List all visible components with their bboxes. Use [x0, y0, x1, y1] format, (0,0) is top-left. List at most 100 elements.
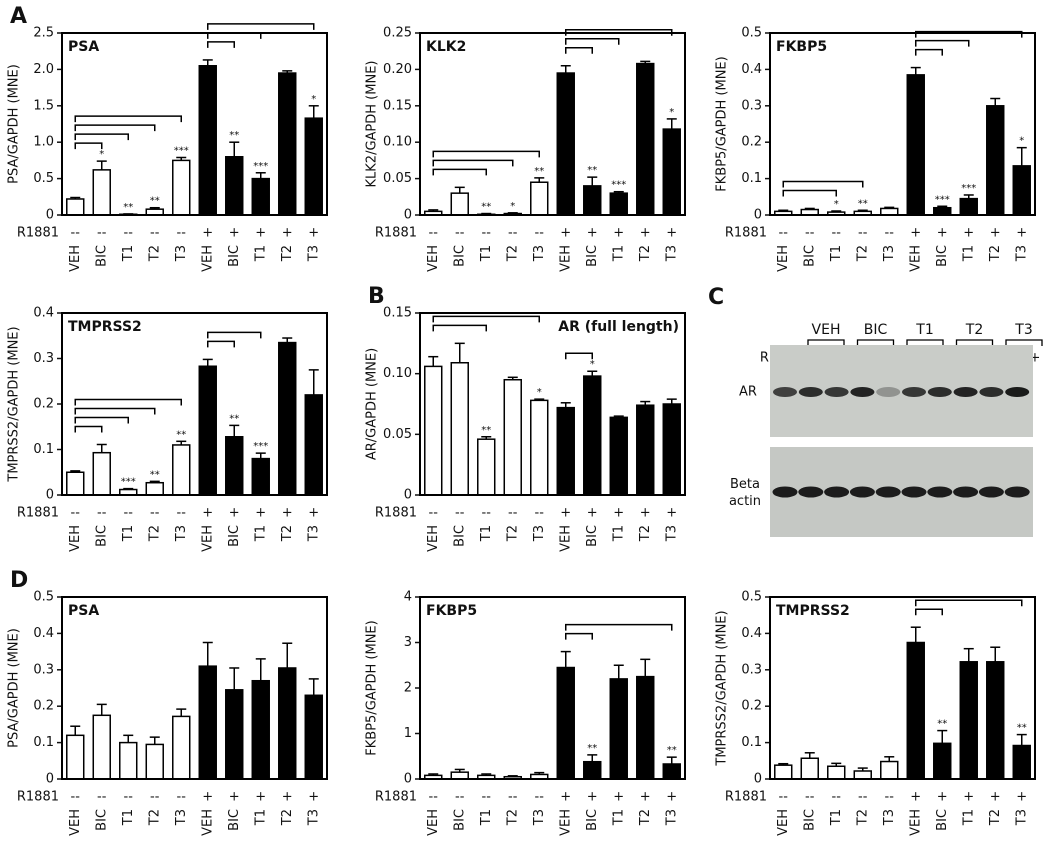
error-bar [778, 209, 789, 212]
blot-band [798, 486, 824, 498]
error-bar [857, 209, 868, 212]
x-tick-label: BIC [452, 525, 467, 547]
plot-frame [419, 312, 686, 496]
treatment-label: -- [535, 790, 545, 805]
plot-frame [769, 596, 1036, 780]
y-tick-label: 0.4 [741, 62, 762, 77]
x-tick-label: T3 [174, 245, 189, 262]
comparison-bracket [207, 32, 262, 39]
bar [119, 741, 138, 780]
error-bar [229, 141, 240, 157]
treatment-axis-label: R1881 [375, 226, 417, 241]
x-tick-label: BIC [227, 809, 242, 831]
treatment-label: -- [150, 226, 160, 241]
x-tick-label: T1 [479, 525, 494, 542]
treatment-label: -- [429, 790, 439, 805]
y-tick-label: 0 [404, 488, 412, 503]
significance: ** [587, 743, 597, 754]
error-bar [123, 734, 134, 743]
bar [609, 192, 628, 216]
x-tick-label: T3 [306, 525, 321, 542]
x-tick-label: BIC [585, 809, 600, 831]
y-tick-label: 0.1 [741, 735, 762, 750]
comparison-bracket [74, 115, 182, 123]
bar [251, 177, 270, 216]
y-tick-label: 0.2 [33, 699, 54, 714]
bar [959, 661, 978, 780]
treatment-label: + [640, 506, 651, 521]
error-bar [255, 172, 266, 179]
bar [450, 361, 469, 496]
blot-band [773, 387, 797, 397]
treatment-label: + [560, 790, 571, 805]
error-bar [778, 762, 789, 766]
x-tick-label: T2 [638, 525, 653, 542]
significance: * [669, 107, 674, 118]
y-axis-label: TMPRSS2/GAPDH (MNE) [715, 610, 730, 766]
y-tick-label: 0.05 [383, 427, 412, 442]
bar [933, 742, 952, 780]
treatment-label: + [560, 506, 571, 521]
x-tick-label: BIC [94, 245, 109, 267]
blot-group: BIC [864, 322, 888, 338]
error-bar [613, 415, 624, 418]
comparison-bracket [432, 168, 487, 176]
x-tick-label: T1 [829, 245, 844, 262]
bar [225, 436, 244, 496]
bar [278, 72, 297, 216]
error-bar [149, 736, 160, 745]
treatment-label: + [202, 226, 213, 241]
y-axis-label: FKBP5/GAPDH (MNE) [365, 620, 380, 755]
blot-group: VEH [812, 322, 841, 338]
error-bar [229, 667, 240, 690]
plot-frame [419, 32, 686, 216]
y-tick-label: 0.4 [33, 306, 54, 321]
y-tick-label: 0.25 [383, 26, 412, 41]
x-tick-label: T3 [532, 245, 547, 262]
comparison-bracket [915, 599, 1023, 607]
error-bar [481, 436, 492, 440]
bar [145, 743, 164, 780]
error-bar [149, 480, 160, 483]
error-bar [96, 703, 107, 716]
treatment-label: -- [455, 506, 465, 521]
y-tick-label: 0 [46, 208, 54, 223]
treatment-label: + [990, 226, 1001, 241]
y-tick-label: 2.5 [33, 26, 54, 41]
error-bar [534, 177, 545, 183]
error-bar [937, 205, 948, 208]
blot-group: T1 [915, 322, 933, 338]
bar [251, 457, 270, 496]
x-tick-label: VEH [776, 809, 791, 836]
bar [198, 65, 217, 216]
treatment-label: -- [482, 790, 492, 805]
treatment-axis-label: R1881 [17, 226, 59, 241]
comparison-bracket [74, 407, 156, 415]
comparison-bracket [432, 150, 540, 158]
error-bar [640, 658, 651, 677]
y-tick-label: 0.05 [383, 171, 412, 186]
bar [278, 667, 297, 780]
panel-letter: D [10, 568, 28, 593]
x-tick-label: BIC [585, 525, 600, 547]
x-tick-label: T1 [121, 525, 136, 542]
x-tick-label: T3 [1014, 245, 1029, 262]
bar [198, 665, 217, 780]
x-tick-label: VEH [68, 525, 83, 552]
significance: ** [123, 202, 133, 213]
x-tick-label: T2 [147, 245, 162, 262]
bar [774, 764, 793, 780]
treatment-label: -- [455, 226, 465, 241]
error-bar [454, 768, 465, 773]
y-tick-label: 0 [404, 772, 412, 787]
error-bar [910, 626, 921, 643]
y-tick-label: 0.1 [33, 442, 54, 457]
blot-band [849, 486, 875, 498]
significance: *** [253, 161, 268, 172]
bar [662, 763, 681, 780]
x-tick-label: BIC [802, 809, 817, 831]
comparison-bracket [207, 340, 235, 348]
bar [304, 694, 323, 780]
error-bar [202, 641, 213, 667]
treatment-label: + [1016, 226, 1027, 241]
